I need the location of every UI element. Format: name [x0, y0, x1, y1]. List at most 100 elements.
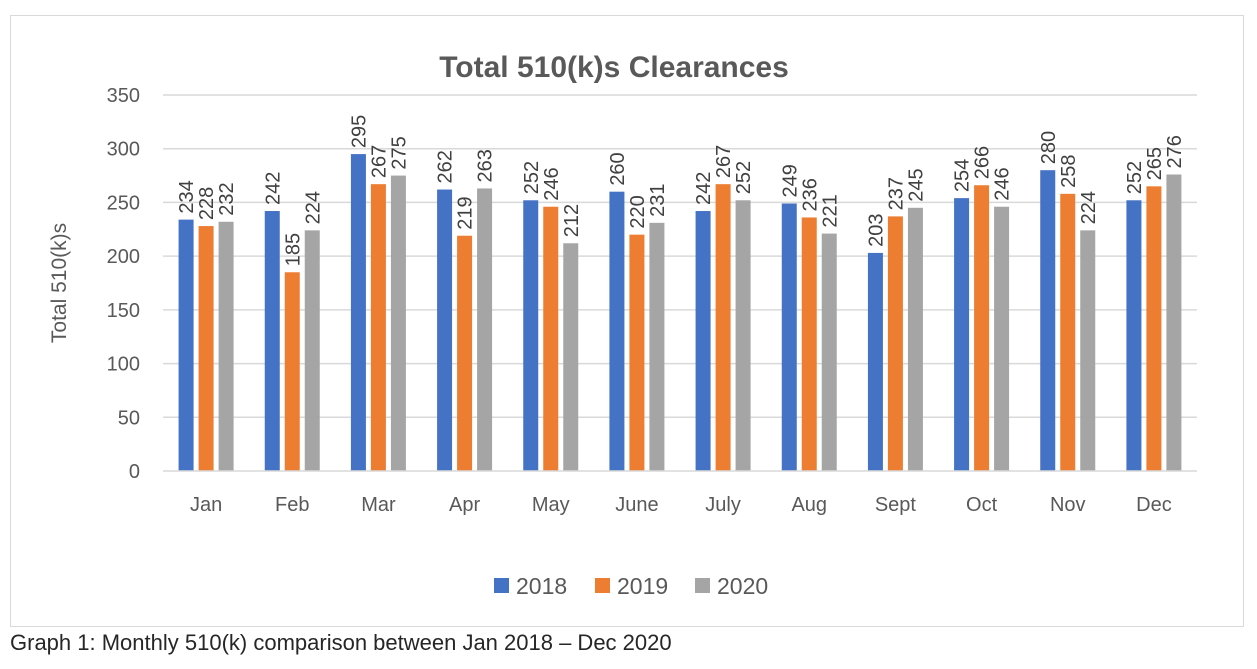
data-label: 234 — [176, 180, 198, 213]
bar-2020-oct — [994, 206, 1010, 471]
bar-2020-aug — [821, 233, 837, 471]
y-tick-label: 150 — [107, 300, 140, 322]
y-tick-label: 350 — [107, 85, 140, 107]
data-label: 236 — [799, 178, 821, 211]
bar-2018-oct — [954, 198, 970, 472]
chart-frame — [10, 15, 1244, 627]
bar-2018-sept — [867, 252, 883, 471]
x-tick-label: Apr — [449, 494, 480, 516]
data-label: 224 — [1078, 191, 1100, 224]
bar-2018-mar — [350, 154, 366, 472]
bar-2019-mar — [370, 184, 386, 471]
bar-2019-june — [629, 234, 645, 471]
x-tick-label: Aug — [791, 494, 827, 516]
y-tick-label: 300 — [107, 139, 140, 161]
data-label: 212 — [561, 204, 583, 237]
bar-2019-oct — [974, 185, 990, 472]
y-axis-title: Total 510(k)s — [48, 223, 71, 343]
data-label: 249 — [779, 164, 801, 197]
y-tick-label: 0 — [129, 461, 140, 483]
bar-2018-dec — [1126, 200, 1142, 471]
data-label: 224 — [302, 191, 324, 224]
bar-2019-nov — [1060, 193, 1076, 471]
data-label: 254 — [952, 159, 974, 192]
bars — [178, 154, 1182, 472]
gridlines — [163, 94, 1197, 419]
y-tick-label: 50 — [118, 407, 140, 429]
data-label: 275 — [388, 136, 410, 169]
y-tick-label: 100 — [107, 354, 140, 376]
x-tick-label: July — [705, 494, 741, 516]
x-tick-label: May — [532, 494, 570, 516]
bar-2019-july — [715, 184, 731, 471]
data-label: 265 — [1144, 147, 1166, 180]
data-label: 245 — [905, 168, 927, 201]
x-tick-label: Sept — [875, 494, 917, 516]
data-label: 263 — [475, 149, 497, 182]
legend-label-2020: 2020 — [717, 573, 768, 599]
bar-2019-sept — [887, 216, 903, 471]
x-tick-label: Feb — [275, 494, 309, 516]
data-label: 267 — [713, 145, 735, 178]
bar-2019-aug — [801, 217, 817, 471]
bar-2018-may — [523, 200, 539, 471]
data-label: 295 — [348, 115, 370, 148]
bar-2018-apr — [437, 189, 453, 471]
bar-2019-feb — [284, 272, 300, 471]
bar-2018-jan — [178, 219, 194, 471]
data-label: 252 — [521, 161, 543, 194]
legend-label-2018: 2018 — [516, 573, 567, 599]
data-label: 252 — [1124, 161, 1146, 194]
bar-2020-nov — [1080, 230, 1096, 471]
y-tick-label: 200 — [107, 246, 140, 268]
bar-2020-apr — [477, 188, 493, 471]
data-label: 262 — [435, 150, 457, 183]
x-tick-label: Jan — [190, 494, 222, 516]
data-label: 185 — [282, 233, 304, 266]
bar-2020-jan — [218, 221, 234, 471]
bar-2020-mar — [390, 175, 406, 472]
x-tick-label: Nov — [1050, 494, 1086, 516]
data-label: 276 — [1164, 135, 1186, 168]
data-label: 228 — [196, 187, 218, 220]
legend-swatch-2019 — [595, 578, 610, 593]
bar-2018-june — [609, 191, 625, 471]
bar-2018-july — [695, 211, 711, 471]
legend-swatch-2020 — [695, 578, 710, 593]
x-tick-label: Mar — [361, 494, 396, 516]
bar-2020-dec — [1166, 174, 1182, 472]
data-label: 232 — [216, 182, 238, 215]
bar-2020-sept — [907, 207, 923, 472]
x-tick-label: Oct — [966, 494, 998, 516]
data-label: 219 — [455, 196, 477, 229]
figure-caption: Graph 1: Monthly 510(k) comparison betwe… — [10, 630, 672, 655]
legend: 2018 2019 2020 — [494, 573, 768, 599]
data-label: 203 — [865, 214, 887, 247]
data-label: 237 — [885, 177, 907, 210]
data-label: 246 — [541, 167, 563, 200]
x-tick-label: June — [615, 494, 658, 516]
data-label: 252 — [733, 161, 755, 194]
data-label: 242 — [693, 172, 715, 205]
chart-title: Total 510(k)s Clearances — [439, 51, 789, 84]
bar-2019-may — [543, 206, 559, 471]
bar-2020-may — [563, 243, 579, 471]
x-tick-label: Dec — [1136, 494, 1172, 516]
data-label: 242 — [262, 172, 284, 205]
data-label: 280 — [1038, 131, 1060, 164]
data-label: 221 — [819, 194, 841, 227]
data-label: 260 — [607, 152, 629, 185]
bar-2018-nov — [1040, 170, 1056, 471]
data-label: 220 — [627, 195, 649, 228]
bar-2019-dec — [1146, 186, 1162, 472]
x-axis-ticks: Jan Feb Mar Apr May June July Aug Sept Oct Nov Dec — [190, 494, 1172, 516]
bar-2020-feb — [304, 230, 320, 471]
legend-label-2019: 2019 — [617, 573, 668, 599]
data-label: 231 — [647, 183, 669, 216]
bar-2020-july — [735, 200, 751, 471]
y-axis-ticks: 0 50 100 150 200 250 300 350 — [107, 85, 140, 483]
bar-2018-aug — [781, 203, 797, 471]
bar-2018-feb — [264, 211, 280, 471]
